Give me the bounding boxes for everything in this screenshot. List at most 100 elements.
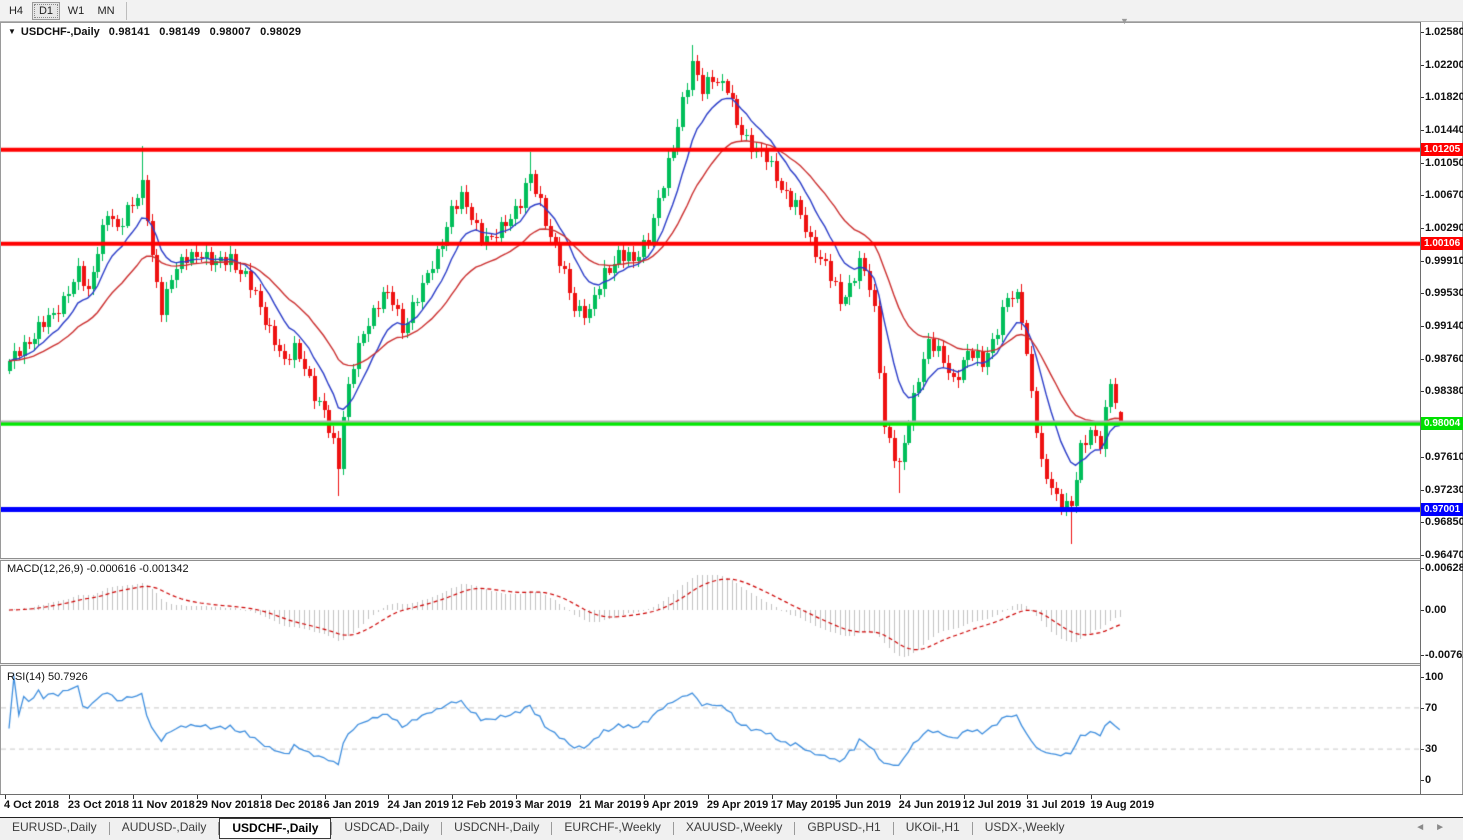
price-tick: 0.97610 <box>1421 451 1463 464</box>
price-tick: 0.99910 <box>1421 254 1463 267</box>
timeframe-button-d1[interactable]: D1 <box>32 1 60 20</box>
tab-divider <box>672 822 674 835</box>
ohlc-close: 0.98029 <box>260 25 302 38</box>
time-label: 24 Jun 2019 <box>898 799 961 811</box>
time-tick <box>388 795 390 799</box>
time-tick <box>899 795 901 799</box>
chart-tab-eurusd[interactable]: EURUSD-,Daily <box>12 820 97 834</box>
macd-panel[interactable] <box>0 561 1421 663</box>
chart-tab-usdchf[interactable]: USDCHF-,Daily <box>219 818 332 839</box>
tab-scroll-left-icon[interactable]: ◄ <box>1415 822 1436 833</box>
tab-scroll-controls: ◄► <box>1415 822 1455 833</box>
time-axis[interactable]: 4 Oct 2018 23 Oct 2018 11 Nov 2018 29 Nov 2… <box>0 794 1463 817</box>
time-tick <box>68 795 70 799</box>
chart-shift-marker-icon: ▼ <box>1120 16 1129 26</box>
timeframe-button-h4[interactable]: H4 <box>8 4 24 17</box>
price-tick: 0.96850 <box>1421 516 1463 529</box>
time-tick <box>771 795 773 799</box>
price-tag: 0.97001 <box>1421 503 1463 516</box>
price-tick: 1.02580 <box>1421 26 1463 38</box>
price-tick: 0.99140 <box>1421 320 1463 333</box>
tab-divider <box>551 822 553 835</box>
price-tick: 1.01440 <box>1421 123 1463 136</box>
time-label: 6 Jan 2019 <box>323 799 380 811</box>
time-label: 19 Aug 2019 <box>1090 799 1155 811</box>
price-tick: 0.98380 <box>1421 385 1463 398</box>
time-label: 21 Mar 2019 <box>579 799 642 811</box>
chart-tab-gbpusd[interactable]: GBPUSD-,H1 <box>807 820 881 834</box>
chart-tab-usdx[interactable]: USDX-,Weekly <box>984 820 1065 834</box>
time-tick <box>707 795 709 799</box>
pane-separator[interactable] <box>0 663 1463 666</box>
time-label: 29 Nov 2018 <box>195 799 260 811</box>
time-tick <box>1091 795 1093 799</box>
tab-divider <box>794 822 796 835</box>
rsi-panel[interactable] <box>0 666 1421 794</box>
time-label: 24 Jan 2019 <box>387 799 450 811</box>
time-label: 9 Apr 2019 <box>643 799 699 811</box>
candlestick-chart[interactable] <box>0 40 1421 558</box>
chart-tab-bar: EURUSD-,Daily AUDUSD-,Daily USDCHF-,Daily U… <box>0 817 1463 840</box>
chart-tab-ukoil[interactable]: UKOil-,H1 <box>905 820 960 834</box>
tab-divider <box>331 822 333 835</box>
price-tick: 1.00290 <box>1421 222 1463 234</box>
time-label: 18 Dec 2018 <box>259 799 323 811</box>
macd-indicator-label: MACD(12,26,9) -0.000616 -0.001342 <box>7 563 189 575</box>
price-tick: 0.99530 <box>1421 287 1463 300</box>
time-label: 4 Oct 2018 <box>4 799 60 811</box>
tab-divider <box>218 822 220 835</box>
macd-scale-tick: 0.006286 <box>1421 562 1463 574</box>
time-label: 12 Feb 2019 <box>451 799 514 811</box>
timeframe-button-w1[interactable]: W1 <box>67 4 85 17</box>
chart-tab-eurchf[interactable]: EURCHF-,Weekly <box>564 820 661 834</box>
tab-divider <box>108 822 110 835</box>
rsi-scale-tick: 0 <box>1420 774 1432 786</box>
price-tick: 1.02200 <box>1421 58 1463 71</box>
rsi-value: 50.7926 <box>47 671 88 683</box>
tab-scroll-right-icon[interactable]: ► <box>1435 822 1455 833</box>
rsi-scale-tick: 100 <box>1420 671 1444 683</box>
chart-tab-audusd[interactable]: AUDUSD-,Daily <box>121 820 207 834</box>
time-tick <box>580 795 582 799</box>
timeframe-toolbar: H4 D1 W1 MN <box>0 0 1463 22</box>
time-label: 29 Apr 2019 <box>706 799 769 811</box>
time-tick <box>516 795 518 799</box>
rsi-scale-tick: 70 <box>1420 702 1438 714</box>
ohlc-open: 0.98141 <box>108 25 150 38</box>
tab-divider <box>971 822 973 835</box>
rsi-indicator-label: RSI(14) 50.7926 <box>7 671 88 683</box>
time-tick <box>132 795 134 799</box>
price-tick: 0.97230 <box>1421 483 1463 496</box>
macd-scale-tick: -0.00762 <box>1420 649 1463 661</box>
time-label: 12 Jul 2019 <box>962 799 1022 811</box>
chart-tab-usdcad[interactable]: USDCAD-,Daily <box>344 820 430 834</box>
price-tick: 1.00670 <box>1421 189 1463 202</box>
chart-tab-xauusd[interactable]: XAUUSD-,Weekly <box>685 820 783 834</box>
time-tick <box>324 795 326 799</box>
symbol-dropdown-icon[interactable]: ▼ <box>8 27 16 36</box>
price-tick: 0.98760 <box>1421 352 1463 365</box>
price-tick: 1.01820 <box>1421 91 1463 104</box>
timeframe-button-mn[interactable]: MN <box>97 4 115 17</box>
toolbar-divider <box>126 1 127 20</box>
time-label: 23 Oct 2018 <box>67 799 130 811</box>
time-tick <box>452 795 454 799</box>
time-label: 31 Jul 2019 <box>1026 799 1086 811</box>
time-tick <box>644 795 645 799</box>
time-label: 11 Nov 2018 <box>131 799 195 811</box>
time-tick <box>835 795 837 799</box>
chart-title-bar: ▼ USDCHF-,Daily 0.98141 0.98149 0.98007 … <box>0 22 1463 40</box>
chart-symbol-label: USDCHF-,Daily <box>20 25 100 38</box>
price-tag: 1.01205 <box>1421 143 1463 157</box>
macd-scale-tick: 0.00 <box>1420 604 1447 616</box>
time-label: 3 Mar 2019 <box>515 799 572 811</box>
price-scale[interactable]: 1.02580 1.02200 1.01820 1.01440 1.01050 1.006… <box>1420 22 1463 794</box>
pane-separator[interactable] <box>0 558 1463 561</box>
macd-value-signal: -0.001342 <box>139 563 189 575</box>
ohlc-high: 0.98149 <box>159 25 201 38</box>
chart-tab-usdcnh[interactable]: USDCNH-,Daily <box>454 820 540 834</box>
rsi-scale-tick: 30 <box>1420 743 1438 755</box>
price-tag: 1.00106 <box>1421 237 1463 251</box>
ohlc-readout: 0.98141 0.98149 0.98007 0.98029 <box>109 26 307 38</box>
